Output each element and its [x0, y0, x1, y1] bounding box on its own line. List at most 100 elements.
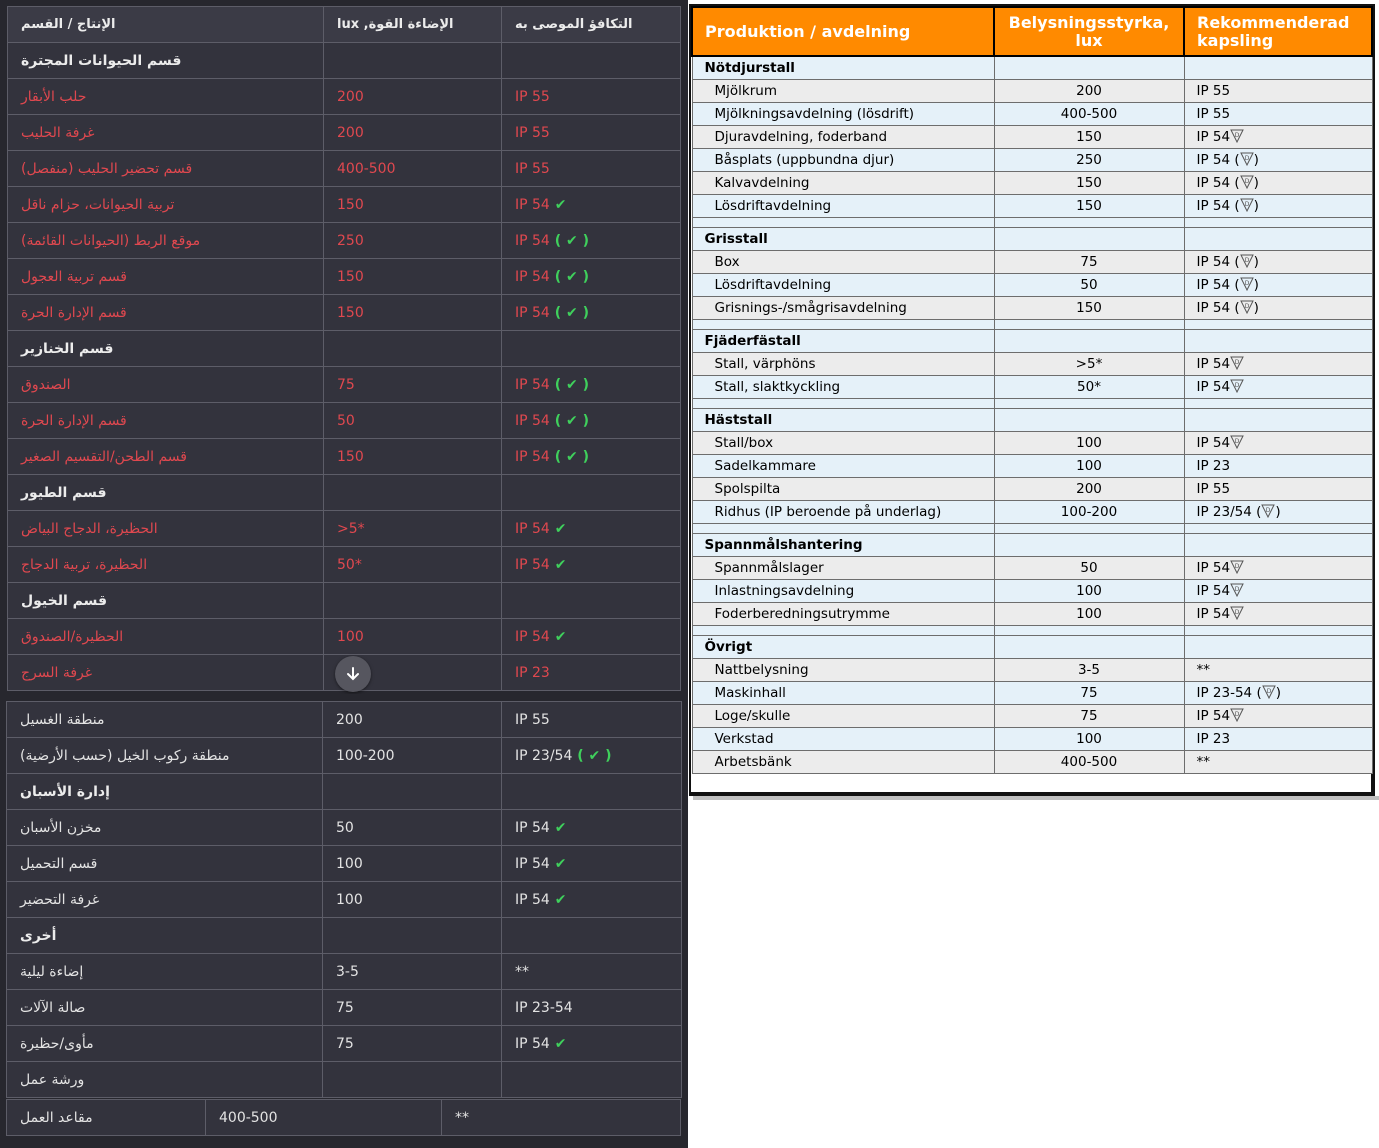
- cell-lux: 150: [323, 258, 502, 295]
- lux-value: 3-5: [336, 963, 359, 980]
- ip-value: IP 54: [515, 819, 550, 836]
- cell-ip: IP 55: [501, 114, 681, 151]
- header-lux: Belysningsstyrka, lux: [993, 6, 1185, 57]
- lux-value: >5*: [337, 520, 365, 537]
- table-row: Lösdriftavdelning 50 IP 54 (D): [691, 273, 1373, 297]
- ip-value: IP 54: [515, 196, 550, 213]
- check-icon: ✔: [549, 891, 567, 908]
- name-text: قسم الطيور: [21, 484, 107, 501]
- table-row: قسم الطحن/التقسيم الصغير 150 IP 54 ( ✔ ): [7, 438, 681, 475]
- table-row: ورشة عمل: [6, 1061, 682, 1098]
- cell-name: قسم الإدارة الحرة: [7, 402, 324, 439]
- name-text: منطقة الغسيل: [20, 711, 105, 728]
- cell-lux: 100: [322, 881, 502, 918]
- cell-ip: IP 54 (D): [1183, 194, 1373, 218]
- table-row: الحظيرة/الصندوق 100 IP 54 ✔: [7, 618, 681, 655]
- name-text: قسم الخنازير: [21, 340, 114, 357]
- cell-lux: 200: [993, 79, 1185, 103]
- check-icon: ( ✔ ): [549, 448, 589, 465]
- cell-name: Lösdriftavdelning: [691, 273, 995, 297]
- name-text: Nattbelysning: [714, 662, 809, 678]
- category-row: قسم الخنازير: [7, 330, 681, 367]
- table-row: Mjölkningsavdelning (lösdrift) 400-500 IP …: [691, 102, 1373, 126]
- name-text: مخزن الأسبان: [20, 819, 102, 836]
- name-text: Maskinhall: [714, 685, 786, 701]
- table-divider: [0, 694, 688, 700]
- cell-ip: IP 54 ( ✔ ): [501, 402, 681, 439]
- lux-value: 150: [337, 196, 364, 213]
- d-mark-triangle-icon: (D): [1230, 300, 1259, 316]
- name-text: Lösdriftavdelning: [714, 198, 832, 214]
- table-row: Grisnings-/smågrisavdelning 150 IP 54 (D): [691, 296, 1373, 320]
- cell-name: Spolspilta: [691, 477, 995, 501]
- cell-lux: >5*: [993, 352, 1185, 376]
- cell-name: Fjäderfästall: [691, 329, 995, 353]
- table-row: مأوى/حظيرة 75 IP 54 ✔: [6, 1025, 682, 1062]
- ip-value: IP 54: [1196, 583, 1231, 599]
- cell-name: Nötdjurstall: [691, 55, 995, 80]
- lux-value: 50*: [1077, 379, 1101, 395]
- table-row: Inlastningsavdelning 100 IP 54 D: [691, 579, 1373, 603]
- cell-ip: IP 54 (D): [1183, 296, 1373, 320]
- cell-ip: IP 54 D: [1183, 579, 1373, 603]
- ip-value: **: [455, 1109, 469, 1126]
- d-mark-triangle-icon: (D): [1230, 152, 1259, 168]
- check-icon: ✔: [549, 556, 567, 573]
- lux-value: 3-5: [1077, 662, 1101, 678]
- check-icon: ( ✔ ): [549, 412, 589, 429]
- name-text: Övrigt: [704, 639, 753, 655]
- cell-lux: 150: [993, 194, 1185, 218]
- cell-name: Grisstall: [691, 227, 995, 251]
- cell-name: الحظيرة/الصندوق: [7, 618, 324, 655]
- spacer-row: [691, 625, 1373, 636]
- name-text: Stall/box: [714, 435, 774, 451]
- cell-lux: 100: [993, 454, 1185, 478]
- cell-ip: IP 23/54 (D): [1183, 500, 1373, 524]
- name-text: صالة الآلات: [20, 999, 86, 1016]
- lux-value: 200: [337, 88, 364, 105]
- cell-name: أخرى: [6, 917, 323, 954]
- table-row: قسم تحضير الحليب (منفصل) 400-500 IP 55: [7, 150, 681, 187]
- name-text: Stall, värphöns: [714, 356, 816, 372]
- cell-lux: 75: [993, 681, 1185, 705]
- table-row: Verkstad 100 IP 23: [691, 727, 1373, 751]
- cell-ip: IP 54 ( ✔ ): [501, 258, 681, 295]
- category-row: Häststall: [691, 408, 1373, 432]
- cell-ip: [501, 330, 681, 367]
- ip-value: IP 23: [1196, 458, 1231, 474]
- cell-ip: [1183, 55, 1373, 80]
- cell-name: Stall, slaktkyckling: [691, 375, 995, 399]
- ip-value: IP 23-54: [1196, 685, 1253, 701]
- ip-value: IP 54: [515, 268, 550, 285]
- ip-value: IP 54: [1196, 198, 1231, 214]
- table-row: الحظيرة، الدجاج البياض >5* IP 54 ✔: [7, 510, 681, 547]
- table-row: قسم التحميل 100 IP 54 ✔: [6, 845, 682, 882]
- svg-text:D: D: [1244, 201, 1249, 208]
- name-text: قسم الخيول: [21, 592, 108, 609]
- cell-ip: IP 54 D: [1183, 602, 1373, 626]
- cell-ip: [1183, 408, 1373, 432]
- cell-lux: [993, 533, 1185, 557]
- category-row: أخرى: [6, 917, 682, 954]
- d-mark-triangle-icon: D: [1230, 356, 1244, 372]
- table-row: Spannmålslager 50 IP 54 D: [691, 556, 1373, 580]
- category-row: Fjäderfästall: [691, 329, 1373, 353]
- cell-ip: IP 54 ( ✔ ): [501, 222, 681, 259]
- name-text: قسم التحميل: [20, 855, 98, 872]
- ip-value: IP 23: [1196, 731, 1231, 747]
- lux-value: 100: [1076, 583, 1102, 599]
- cell-lux: [322, 917, 502, 954]
- table-row: غرفة الحليب 200 IP 55: [7, 114, 681, 151]
- name-text: Båsplats (uppbundna djur): [714, 152, 895, 168]
- name-text: غرفة التحضير: [20, 891, 100, 908]
- cell-lux: 100: [993, 602, 1185, 626]
- svg-text:D: D: [1235, 132, 1240, 139]
- lux-value: 200: [1076, 481, 1102, 497]
- lux-value: 75: [1080, 685, 1098, 701]
- swedish-lighting-table: Produktion / avdelning Belysningsstyrka,…: [691, 6, 1373, 774]
- spacer-row: [691, 217, 1373, 228]
- lux-value: 50: [336, 819, 354, 836]
- scroll-down-button[interactable]: [335, 656, 371, 692]
- cell-ip: IP 54 (D): [1183, 171, 1373, 195]
- cell-ip: IP 54 D: [1183, 704, 1373, 728]
